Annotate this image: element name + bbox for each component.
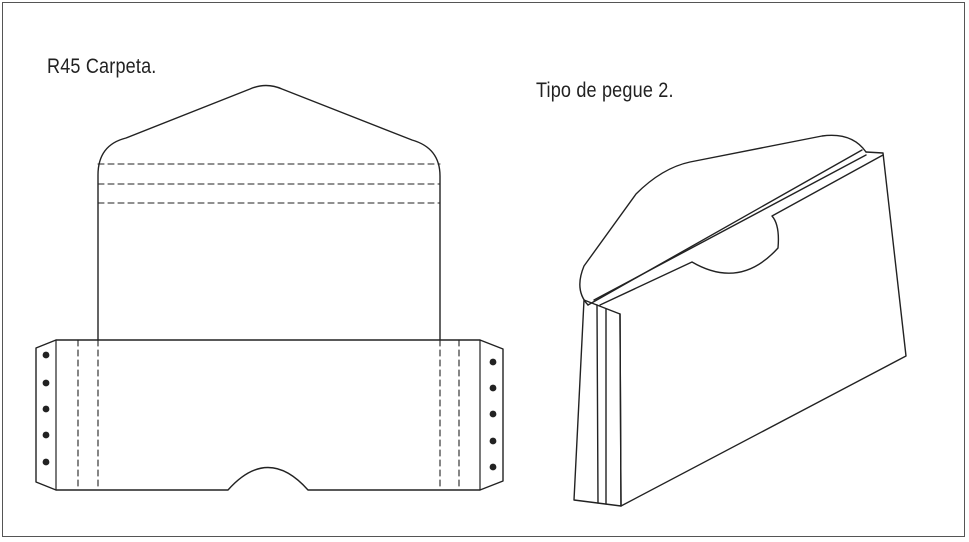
hole-left-4	[42, 431, 50, 439]
glue-type-title: Tipo de pegue 2.	[536, 79, 674, 102]
hole-left-2	[42, 379, 50, 387]
flap-fold	[593, 154, 867, 301]
flap-fold-lines	[97, 163, 441, 204]
hole-right-4	[489, 437, 497, 445]
side-fold-lines	[77, 339, 460, 491]
hole-right-2	[489, 384, 497, 392]
hole-right-5	[489, 463, 497, 471]
back-panel	[619, 151, 907, 507]
side-panel-lines	[55, 339, 481, 491]
punch-holes	[42, 351, 497, 471]
hole-left-3	[42, 405, 50, 413]
hole-left-5	[42, 458, 50, 466]
template-title: R45 Carpeta.	[47, 55, 157, 78]
hole-right-3	[489, 410, 497, 418]
flat-template	[35, 84, 504, 491]
spine-gusset	[573, 299, 622, 507]
front-panel-top	[599, 154, 884, 306]
closing-flap	[579, 134, 867, 306]
top-flap-outline	[97, 84, 441, 341]
hole-left-1	[42, 351, 50, 359]
hole-right-1	[489, 358, 497, 366]
assembled-folder	[573, 134, 907, 507]
body-panel-outline	[35, 339, 504, 491]
spine-crease	[596, 304, 599, 504]
